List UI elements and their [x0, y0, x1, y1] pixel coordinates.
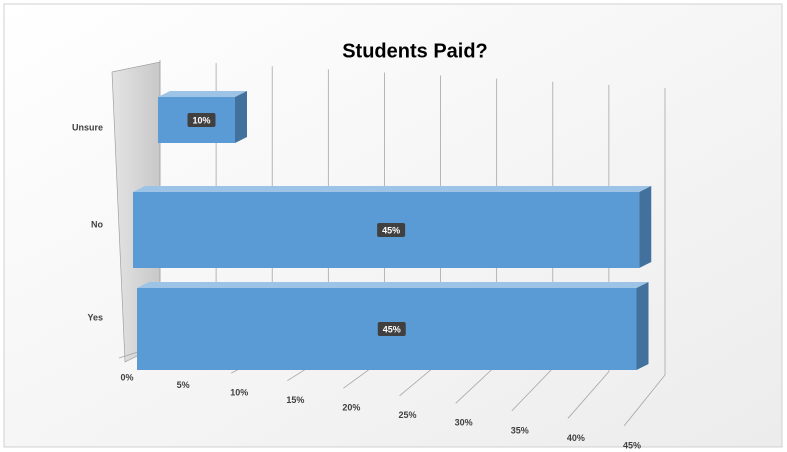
floor-line — [455, 364, 497, 404]
floor-line — [623, 374, 666, 427]
value-label: 45% — [383, 324, 401, 334]
chart-title: Students Paid? — [342, 40, 488, 62]
x-tick-label: 35% — [511, 425, 529, 435]
y-tick-label: Yes — [87, 312, 103, 322]
bar-top — [158, 91, 247, 97]
value-label: 10% — [192, 115, 210, 125]
bar-side — [235, 91, 247, 143]
y-tick-label: Unsure — [72, 122, 103, 132]
value-label: 45% — [382, 225, 400, 235]
y-tick-label: No — [91, 219, 103, 229]
value-label-box — [187, 113, 216, 127]
floor-line — [567, 371, 610, 419]
x-tick-label: 45% — [623, 440, 641, 450]
value-label-box — [377, 223, 406, 237]
x-tick-label: 15% — [286, 395, 304, 405]
floor-line — [511, 368, 554, 412]
value-label-box — [377, 322, 406, 336]
x-tick-label: 40% — [567, 433, 585, 443]
bar-side — [636, 282, 649, 370]
x-tick-label: 5% — [177, 380, 190, 390]
x-tick-label: 0% — [120, 372, 133, 382]
bar-top — [133, 186, 652, 192]
x-tick-label: 30% — [455, 418, 473, 428]
x-tick-label: 20% — [342, 403, 360, 413]
bar-top — [137, 282, 649, 288]
x-tick-label: 10% — [230, 387, 248, 397]
x-tick-label: 25% — [399, 410, 417, 420]
bar-side — [639, 186, 652, 268]
